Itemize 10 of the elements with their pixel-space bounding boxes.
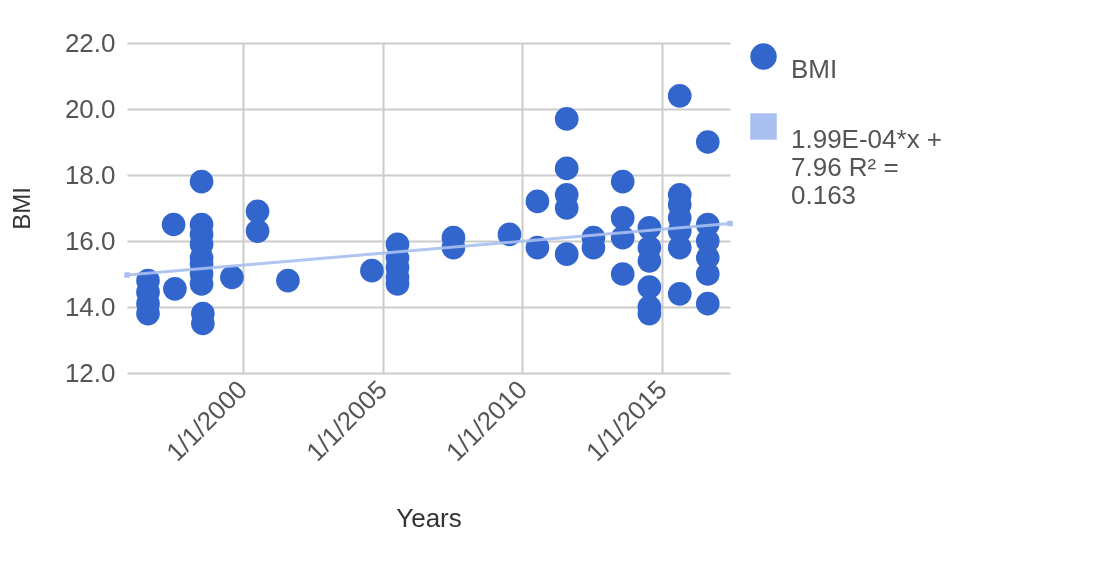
legend-label: 1.99E-04*x + 7.96 R² = 0.163 (791, 123, 943, 210)
y-axis-title: BMI (7, 187, 35, 230)
y-tick-label: 20.0 (64, 93, 116, 124)
y-tick-label: 16.0 (64, 225, 116, 256)
y-tick-label: 18.0 (64, 159, 116, 190)
x-axis-title: Years (396, 503, 462, 534)
y-tick-label: 12.0 (64, 357, 116, 388)
legend-label: BMI (791, 53, 838, 84)
y-tick-label: 14.0 (64, 291, 116, 322)
y-tick-label: 22.0 (64, 27, 116, 58)
